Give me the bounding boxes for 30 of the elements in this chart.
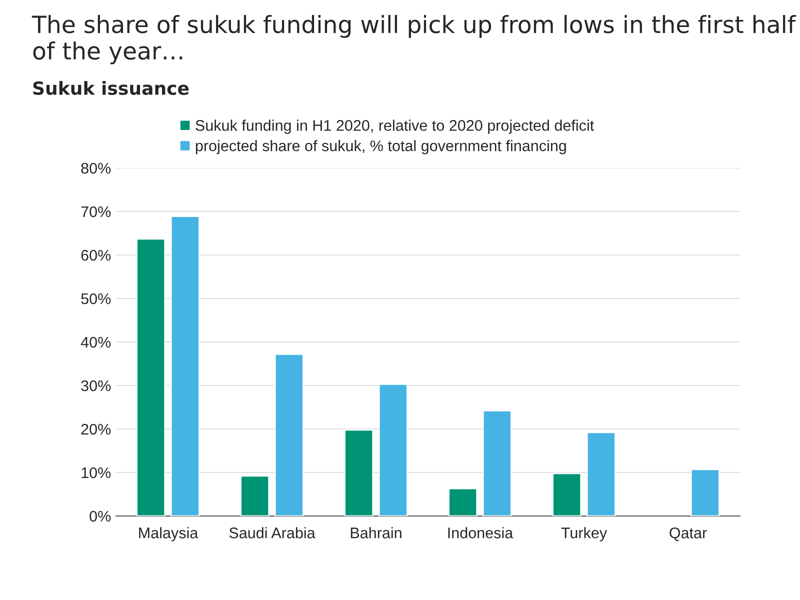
x-tick-label: Saudi Arabia <box>229 527 316 538</box>
bar <box>274 353 304 516</box>
bar <box>552 472 582 516</box>
y-tick-label: 20% <box>81 424 111 435</box>
x-tick-label: Malaysia <box>139 527 198 542</box>
y-tick-label: 30% <box>81 380 111 392</box>
bar <box>586 432 616 516</box>
x-tick-label: Bahrain <box>350 527 402 538</box>
y-tick-label: 0% <box>90 510 111 522</box>
bar <box>240 475 270 516</box>
legend-label: projected share of sukuk, % total government financing <box>196 140 566 154</box>
bar <box>448 488 478 516</box>
legend-label: Sukuk funding in H1 2020, relative to 2020 projected deficit <box>196 120 594 134</box>
bar <box>170 216 200 516</box>
y-tick-label: 50% <box>81 293 111 304</box>
x-tick-label: Qatar <box>670 528 707 542</box>
bar <box>136 238 166 516</box>
chart-subtitle: Sukuk issuance <box>33 81 189 95</box>
bar <box>344 429 374 516</box>
y-tick-label: 60% <box>81 250 111 261</box>
x-tick-label: Indonesia <box>448 527 514 538</box>
x-tick-label: Turkey <box>561 527 608 542</box>
chart-title: The share of sukuk funding will pick up from lows in the first half of the year… <box>32 15 796 64</box>
y-tick-label: 40% <box>80 336 111 348</box>
bar <box>378 384 408 516</box>
y-tick-label: 80% <box>81 162 111 174</box>
bar <box>482 410 512 516</box>
y-tick-label: 10% <box>82 467 111 478</box>
y-tick-label: 70% <box>81 206 111 218</box>
bar <box>690 468 720 516</box>
